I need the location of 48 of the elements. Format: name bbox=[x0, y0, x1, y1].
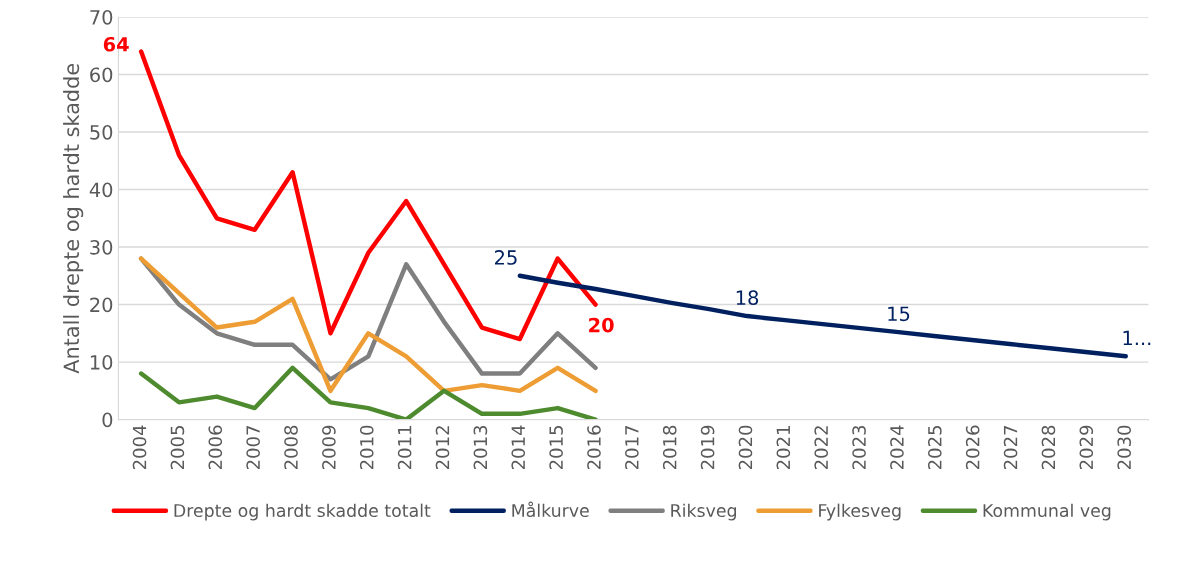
x-tick-label: 2006 bbox=[208, 425, 223, 470]
x-tick-label: 2008 bbox=[284, 425, 298, 470]
legend-label: Målkurve bbox=[512, 501, 589, 518]
x-tick-label: 2028 bbox=[1041, 425, 1056, 470]
data-label: 20 bbox=[589, 317, 614, 333]
y-tick-label: 30 bbox=[90, 240, 113, 255]
x-tick-label: 2013 bbox=[473, 425, 488, 470]
x-tick-label: 2014 bbox=[511, 425, 526, 470]
x-tick-label: 2017 bbox=[625, 425, 639, 470]
y-tick-label: 20 bbox=[90, 297, 113, 313]
legend-label: Riksveg bbox=[671, 503, 736, 521]
x-tick-label: 2025 bbox=[927, 426, 942, 470]
y-tick-label: 70 bbox=[90, 9, 113, 25]
x-tick-label: 2029 bbox=[1079, 425, 1094, 470]
y-axis-title: Antall drepte og hardt skadde bbox=[63, 63, 84, 374]
y-tick-label: 0 bbox=[102, 412, 113, 428]
y-tick-label: 50 bbox=[90, 124, 113, 140]
x-tick-label: 2007 bbox=[246, 425, 260, 470]
x-tick-label: 2020 bbox=[738, 425, 753, 470]
legend-label: Fylkesveg bbox=[819, 503, 901, 521]
data-label: 25 bbox=[494, 250, 517, 265]
x-tick-label: 2010 bbox=[359, 425, 374, 470]
line-series bbox=[138, 365, 598, 420]
y-tick-label: 10 bbox=[90, 355, 113, 370]
x-tick-label: 2012 bbox=[435, 426, 450, 470]
x-tick-label: 2022 bbox=[814, 426, 829, 470]
data-label: 1... bbox=[1123, 330, 1151, 346]
x-tick-label: 2021 bbox=[776, 426, 791, 470]
x-tick-label: 2015 bbox=[549, 426, 563, 470]
x-tick-label: 2009 bbox=[322, 425, 336, 470]
x-tick-label: 2024 bbox=[890, 425, 904, 470]
y-tick-label: 60 bbox=[90, 67, 113, 83]
x-tick-label: 2023 bbox=[852, 425, 866, 470]
x-tick-label: 2018 bbox=[662, 425, 677, 470]
data-label: 64 bbox=[103, 36, 129, 52]
x-tick-label: 2005 bbox=[170, 426, 185, 470]
data-label: 18 bbox=[736, 290, 759, 306]
x-tick-label: 2026 bbox=[965, 425, 980, 470]
legend-label: Kommunal veg bbox=[983, 503, 1111, 521]
x-tick-label: 2016 bbox=[587, 425, 601, 470]
x-tick-label: 2030 bbox=[1117, 425, 1131, 470]
x-tick-label: 2027 bbox=[1003, 425, 1018, 470]
x-tick-label: 2004 bbox=[132, 425, 147, 470]
data-label: 15 bbox=[888, 306, 910, 322]
legend-label: Drepte og hardt skadde totalt bbox=[174, 503, 431, 521]
x-tick-label: 2011 bbox=[397, 426, 412, 470]
y-tick-label: 40 bbox=[89, 182, 113, 198]
x-tick-label: 2019 bbox=[700, 425, 715, 470]
